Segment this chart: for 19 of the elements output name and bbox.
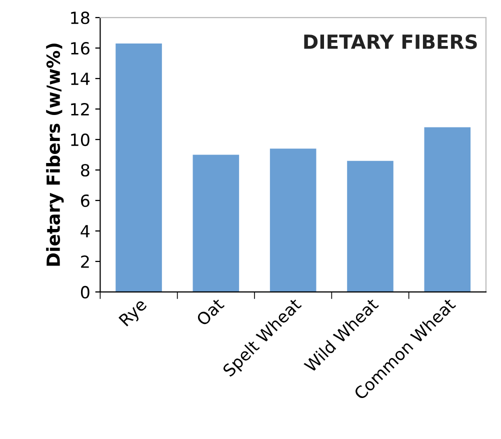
y-tick-label: 0 [80,286,90,299]
y-tick-label: 6 [81,194,90,208]
bar [192,154,240,292]
x-tick-label: Oat [196,297,225,326]
y-tick-label: 2 [81,255,89,268]
bar [116,43,162,292]
y-tick-label: 12 [71,102,89,116]
y-tick-label: 14 [71,72,90,85]
bar [270,148,316,292]
x-tick-label: Rye [118,298,150,329]
bar [347,160,394,292]
y-tick-label: 16 [71,42,90,55]
bar [424,127,471,292]
y-tick-label: 4 [80,225,90,238]
y-tick-label: 8 [81,164,90,177]
y-tick-label: 18 [71,12,90,24]
text: DIETARY FIBERS [304,34,477,50]
y-axis-title: Dietary Fibers (w/w%) [46,44,64,266]
y-tick-label: 10 [71,133,90,146]
